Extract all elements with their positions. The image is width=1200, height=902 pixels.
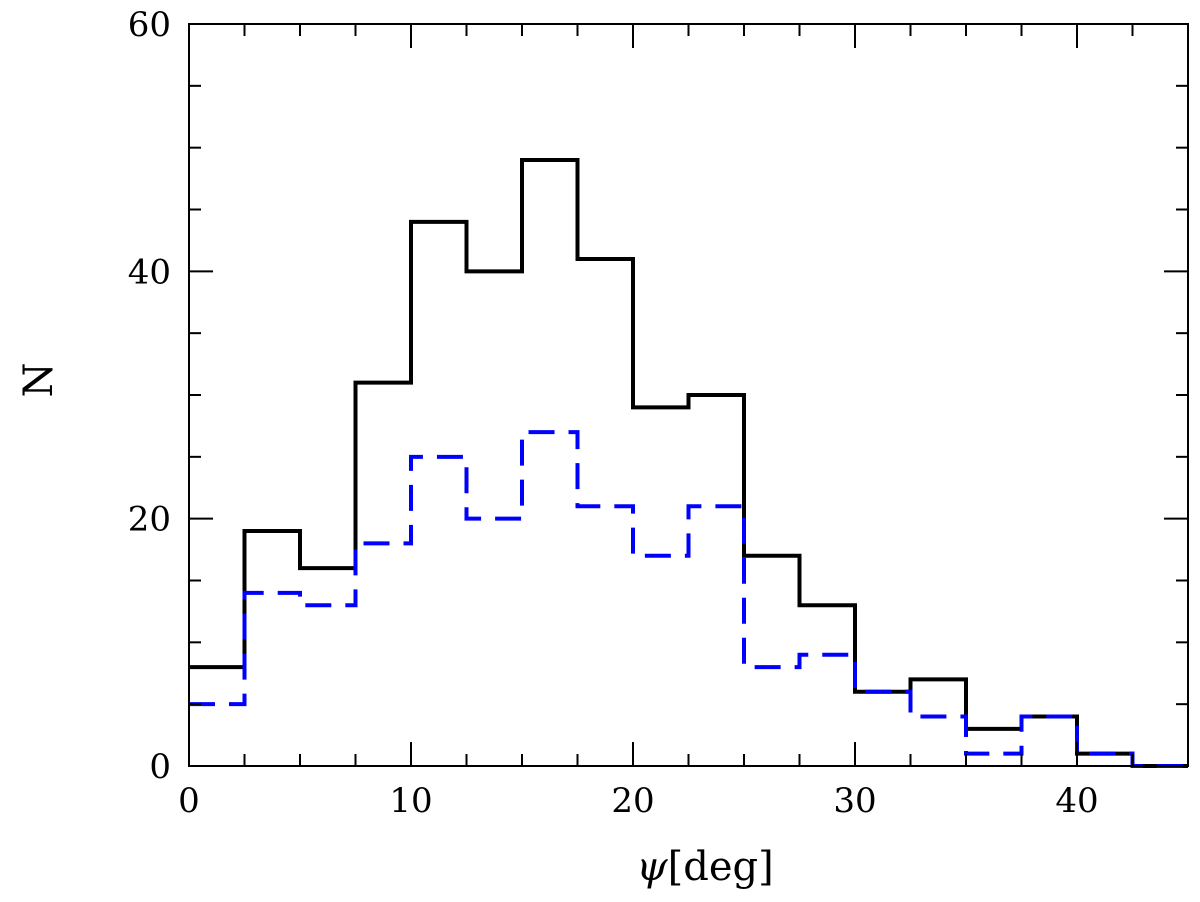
y-tick-label: 60 bbox=[128, 5, 171, 45]
histogram-series-dashed bbox=[189, 430, 1188, 768]
x-tick-label: 20 bbox=[611, 781, 654, 821]
x-tick-label: 40 bbox=[1055, 781, 1098, 821]
x-tick-label: 10 bbox=[389, 781, 432, 821]
y-axis-label: N bbox=[16, 363, 62, 398]
tick-labels: 0 10 20 30 40 0 20 40 60 bbox=[128, 5, 1099, 821]
y-tick-label: 40 bbox=[128, 252, 171, 292]
x-axis-label-symbol: ψ bbox=[636, 844, 668, 890]
y-tick-label: 20 bbox=[128, 500, 171, 540]
x-axis-label: ψ[deg] bbox=[636, 844, 773, 890]
x-tick-label: 0 bbox=[178, 781, 200, 821]
x-tick-label: 30 bbox=[833, 781, 876, 821]
x-axis-label-unit: [deg] bbox=[668, 844, 774, 890]
histogram-marks bbox=[189, 158, 1188, 768]
histogram-series-solid bbox=[189, 158, 1188, 768]
y-tick-label: 0 bbox=[149, 747, 171, 787]
plot-frame bbox=[188, 23, 1189, 767]
